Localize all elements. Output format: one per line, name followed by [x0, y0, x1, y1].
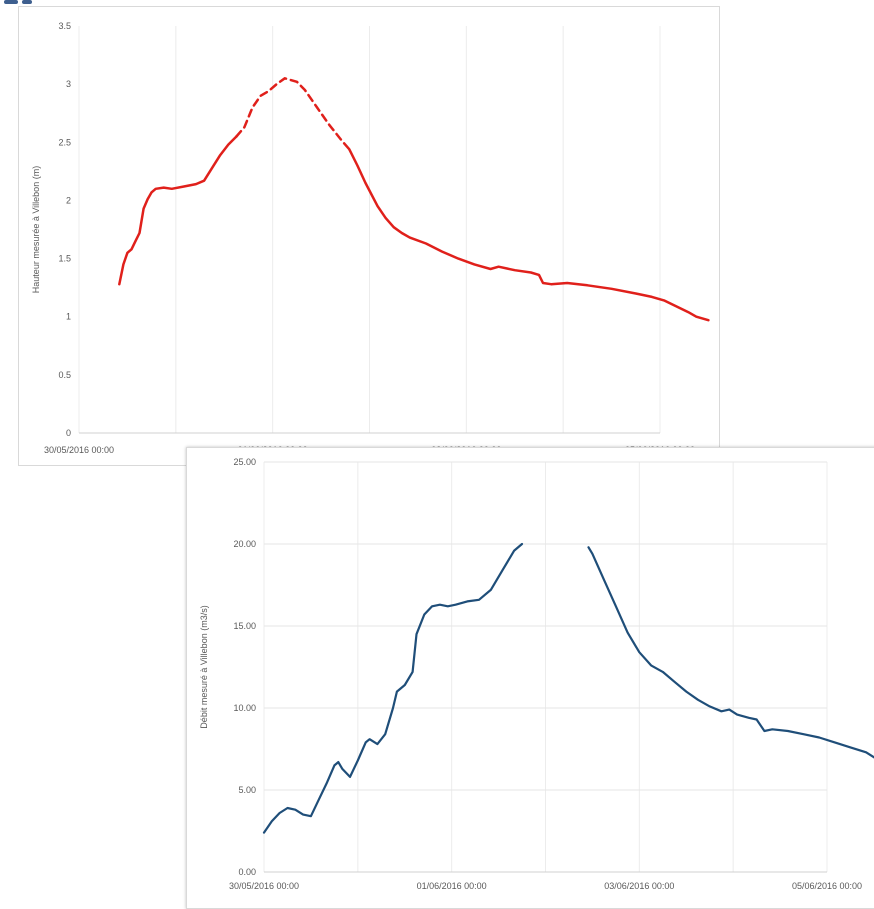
y-tick-label: 2	[66, 195, 71, 205]
y-tick-label: 3	[66, 79, 71, 89]
series-line	[264, 544, 522, 833]
series-line	[349, 149, 708, 320]
y-axis-label: Débit mesuré à Villebon (m3/s)	[199, 605, 209, 728]
water-height-chart: 00.511.522.533.530/05/2016 00:0001/06/20…	[18, 6, 720, 466]
y-axis-label: Hauteur mesurée à Villebon (m)	[31, 166, 41, 293]
y-tick-label: 0	[66, 428, 71, 438]
x-tick-label: 30/05/2016 00:00	[229, 881, 299, 891]
y-tick-label: 1	[66, 312, 71, 322]
y-tick-label: 2.5	[58, 137, 71, 147]
y-tick-label: 1.5	[58, 254, 71, 264]
y-tick-label: 3.5	[58, 21, 71, 31]
y-tick-label: 5.00	[238, 785, 256, 795]
y-tick-label: 10.00	[233, 703, 256, 713]
y-tick-label: 0.00	[238, 867, 256, 877]
y-tick-label: 25.00	[233, 457, 256, 467]
x-tick-label: 01/06/2016 00:00	[417, 881, 487, 891]
y-tick-label: 20.00	[233, 539, 256, 549]
x-tick-label: 30/05/2016 00:00	[44, 445, 114, 455]
y-tick-label: 15.00	[233, 621, 256, 631]
x-tick-label: 03/06/2016 00:00	[604, 881, 674, 891]
series-line	[119, 137, 236, 285]
discharge-plot: 0.00 5.00 10.00 15.00 20.00 25.00 30/05/2016 0…	[187, 448, 874, 908]
y-tick-label: 0.5	[58, 370, 71, 380]
series-line	[589, 547, 874, 775]
water-height-plot: 00.511.522.533.530/05/2016 00:0001/06/20…	[19, 7, 719, 465]
series-line-estimated	[236, 78, 349, 149]
discharge-chart: 0.00 5.00 10.00 15.00 20.00 25.00 30/05/2016 0…	[186, 447, 874, 909]
x-tick-label: 05/06/2016 00:00	[792, 881, 862, 891]
